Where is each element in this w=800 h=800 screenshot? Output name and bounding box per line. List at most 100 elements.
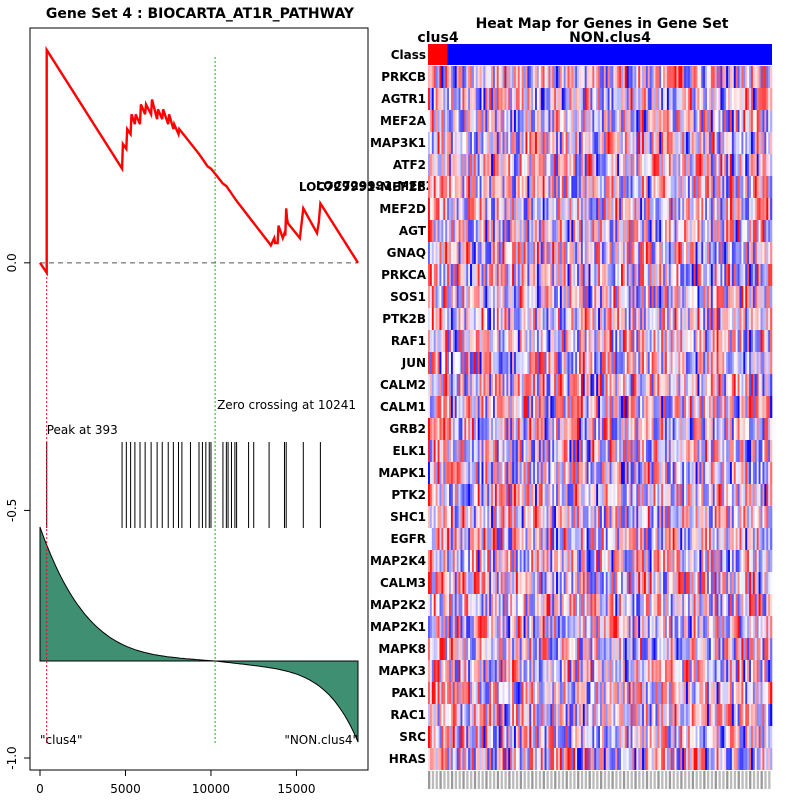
heatmap-cell	[512, 132, 515, 154]
heatmap-cell	[659, 418, 662, 440]
heatmap-cell	[431, 154, 435, 176]
heatmap-cell	[439, 352, 442, 374]
heatmap-cell	[645, 374, 649, 396]
heatmap-cell	[492, 242, 496, 264]
heatmap-cell	[718, 308, 721, 330]
heatmap-cell	[726, 374, 729, 396]
heatmap-cell	[733, 506, 736, 528]
heatmap-cell	[546, 110, 549, 132]
heatmap-cell	[561, 242, 564, 264]
heatmap-cell	[657, 308, 660, 330]
heatmap-cell	[428, 110, 431, 132]
heatmap-cell	[615, 528, 618, 550]
heatmap-cell	[435, 154, 438, 176]
heatmap-cell	[571, 550, 574, 572]
heatmap-cell	[447, 330, 450, 352]
heatmap-cell	[666, 594, 670, 616]
heatmap-cell	[663, 286, 666, 308]
heatmap-cell	[456, 110, 459, 132]
heatmap-cell	[481, 506, 484, 528]
heatmap-cell	[496, 550, 500, 572]
heatmap-cell	[477, 330, 480, 352]
heatmap-cell	[582, 550, 586, 572]
heatmap-cell	[756, 132, 759, 154]
heatmap-cell	[527, 594, 530, 616]
heatmap-cell	[712, 638, 715, 660]
heatmap-cell	[460, 242, 463, 264]
heatmap-cell	[647, 550, 650, 572]
heatmap-cell	[768, 638, 771, 660]
heatmap-cell	[687, 88, 691, 110]
heatmap-cell	[533, 286, 536, 308]
heatmap-cell	[502, 176, 505, 198]
heatmap-cell	[743, 484, 746, 506]
heatmap-cell	[693, 286, 696, 308]
heatmap-cell	[745, 66, 748, 88]
heatmap-cell	[445, 506, 448, 528]
heatmap-cell	[460, 110, 463, 132]
heatmap-cell	[519, 374, 522, 396]
heatmap-cell	[695, 374, 698, 396]
heatmap-cell	[514, 418, 517, 440]
heatmap-cell	[724, 572, 727, 594]
heatmap-cell	[651, 110, 654, 132]
heatmap-cell	[527, 616, 530, 638]
heatmap-cell	[431, 638, 435, 660]
heatmap-cell	[443, 220, 446, 242]
heatmap-cell	[573, 528, 576, 550]
heatmap-cell	[617, 528, 620, 550]
heatmap-cell	[664, 308, 668, 330]
heatmap-cell	[609, 330, 612, 352]
heatmap-cell	[565, 330, 568, 352]
heatmap-cell	[479, 352, 482, 374]
heatmap-cell	[573, 572, 576, 594]
heatmap-cell	[533, 418, 536, 440]
heatmap-cell	[586, 374, 589, 396]
heatmap-cell	[504, 352, 507, 374]
heatmap-cell	[691, 418, 694, 440]
heatmap-cell	[431, 506, 435, 528]
heatmap-cell	[750, 572, 754, 594]
heatmap-cell	[578, 330, 582, 352]
heatmap-cell	[745, 550, 748, 572]
heatmap-cell	[657, 506, 660, 528]
heatmap-cell	[485, 484, 488, 506]
heatmap-cell	[708, 286, 712, 308]
heatmap-cell	[638, 220, 641, 242]
heatmap-cell	[682, 572, 685, 594]
heatmap-cell	[655, 550, 658, 572]
heatmap-cell	[758, 242, 761, 264]
heatmap-cell	[462, 638, 465, 660]
heatmap-cell	[445, 132, 448, 154]
heatmap-cell	[435, 220, 438, 242]
heatmap-cell	[554, 242, 557, 264]
heatmap-cell	[691, 374, 694, 396]
heatmap-cell	[588, 154, 591, 176]
heatmap-cell	[619, 396, 622, 418]
heatmap-cell	[621, 484, 624, 506]
heatmap-cell	[487, 330, 490, 352]
heatmap-cell	[691, 506, 694, 528]
heatmap-cell	[441, 594, 444, 616]
heatmap-cell	[561, 154, 564, 176]
heatmap-cell	[630, 550, 633, 572]
heatmap-cell	[722, 286, 725, 308]
heatmap-cell	[615, 242, 618, 264]
heatmap-cell	[643, 220, 647, 242]
heatmap-cell	[638, 506, 641, 528]
heatmap-cell	[491, 220, 494, 242]
heatmap-cell	[747, 528, 750, 550]
heatmap-cell	[676, 484, 679, 506]
heatmap-cell	[431, 198, 435, 220]
heatmap-cell	[500, 154, 503, 176]
heatmap-cell	[487, 198, 490, 220]
heatmap-cell	[498, 462, 501, 484]
heatmap-cell	[640, 264, 643, 286]
heatmap-cell	[429, 286, 433, 308]
heatmap-cell	[439, 154, 442, 176]
heatmap-cell	[512, 154, 515, 176]
heatmap-cell	[481, 220, 484, 242]
heatmap-cell	[749, 198, 752, 220]
heatmap-cell	[716, 418, 719, 440]
heatmap-cell	[762, 572, 765, 594]
